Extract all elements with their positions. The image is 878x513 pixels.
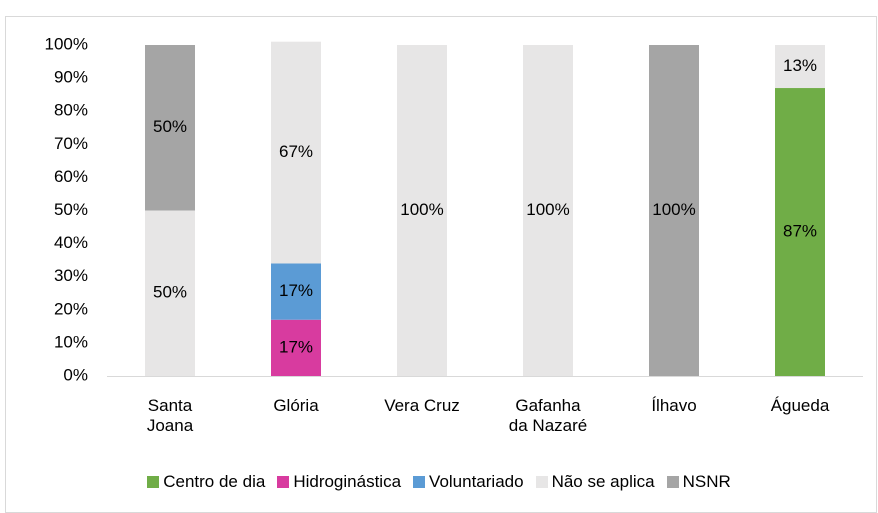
legend-item: Hidroginástica (277, 472, 401, 492)
x-tick-label: Vera Cruz (384, 396, 460, 415)
y-tick-label: 100% (45, 34, 88, 53)
legend: Centro de dia Hidroginástica Voluntariado N… (0, 472, 878, 492)
y-tick-label: 90% (54, 68, 88, 87)
bar-segment (775, 88, 825, 376)
y-tick-label: 30% (54, 266, 88, 285)
legend-label: Hidroginástica (293, 472, 402, 491)
legend-swatch (666, 476, 679, 488)
y-tick-label: 50% (54, 200, 88, 219)
data-label: 13% (783, 56, 817, 75)
legend-label: Centro de dia (163, 472, 266, 491)
y-tick-label: 0% (63, 365, 88, 384)
legend-item: Não se aplica (535, 472, 655, 492)
x-tick-label: Glória (273, 396, 319, 415)
legend-item: NSNR (666, 472, 731, 492)
legend-swatch (147, 476, 160, 488)
data-label: 17% (279, 337, 313, 356)
legend-label: Voluntariado (429, 472, 524, 491)
data-label: 50% (153, 283, 187, 302)
y-tick-label: 60% (54, 167, 88, 186)
x-tick-label: Águeda (770, 396, 830, 415)
x-tick-label: Santa Joana (146, 396, 194, 435)
bar-segment (271, 263, 321, 320)
y-tick-label: 20% (54, 299, 88, 318)
bar-segment (271, 41, 321, 264)
legend-swatch (277, 476, 290, 488)
bar-segment (775, 45, 825, 89)
legend-item: Voluntariado (413, 472, 524, 492)
data-label: 50% (153, 117, 187, 136)
y-tick-label: 10% (54, 332, 88, 351)
legend-swatch (535, 476, 548, 488)
bar-segment (649, 45, 699, 376)
bar-segment (271, 319, 321, 376)
y-tick-label: 80% (54, 101, 88, 120)
bar-segment (145, 45, 195, 211)
data-label: 67% (279, 142, 313, 161)
legend-item: Centro de dia (147, 472, 265, 492)
data-label: 17% (279, 281, 313, 300)
y-tick-label: 40% (54, 233, 88, 252)
data-label: 100% (652, 200, 695, 219)
legend-label: NSNR (682, 472, 731, 491)
y-tick-label: 70% (54, 134, 88, 153)
data-label: 100% (526, 200, 569, 219)
bar-segment (397, 45, 447, 376)
bar-segment (145, 210, 195, 376)
bar-segment (523, 45, 573, 376)
legend-swatch (413, 476, 426, 488)
data-label: 87% (783, 221, 817, 240)
x-tick-label: Ílhavo (651, 396, 697, 415)
x-tick-label: Gafanha da Nazaré (508, 396, 588, 435)
data-label: 100% (400, 200, 443, 219)
legend-label: Não se aplica (551, 472, 655, 491)
